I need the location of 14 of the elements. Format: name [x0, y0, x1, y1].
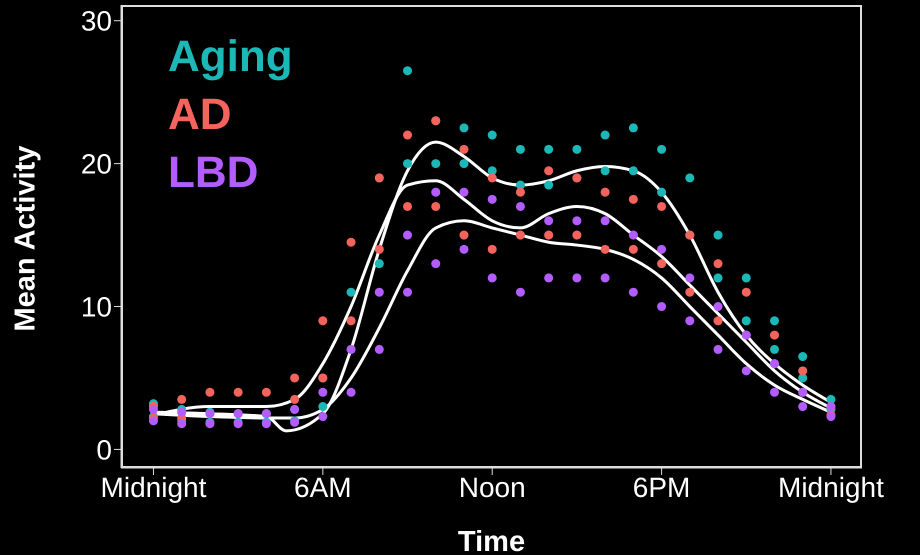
text: AD — [168, 89, 233, 141]
y-axis-title: Mean Activity — [9, 146, 42, 332]
y-tick-label: 20 — [80, 148, 112, 180]
x-tick-label: 6PM — [632, 472, 690, 503]
y-tick-label: 0 — [96, 434, 112, 466]
x-axis-title: Time — [458, 526, 526, 555]
text: Aging — [168, 31, 293, 83]
text: LBD — [168, 147, 260, 199]
x-tick-label: Midnight — [100, 472, 207, 503]
x-tick-label: 6AM — [294, 472, 352, 503]
y-tick-label: 10 — [80, 291, 112, 322]
x-tick-label: Midnight — [778, 472, 884, 503]
y-tick-label: 30 — [80, 6, 112, 37]
x-tick-label: Noon — [458, 472, 526, 503]
